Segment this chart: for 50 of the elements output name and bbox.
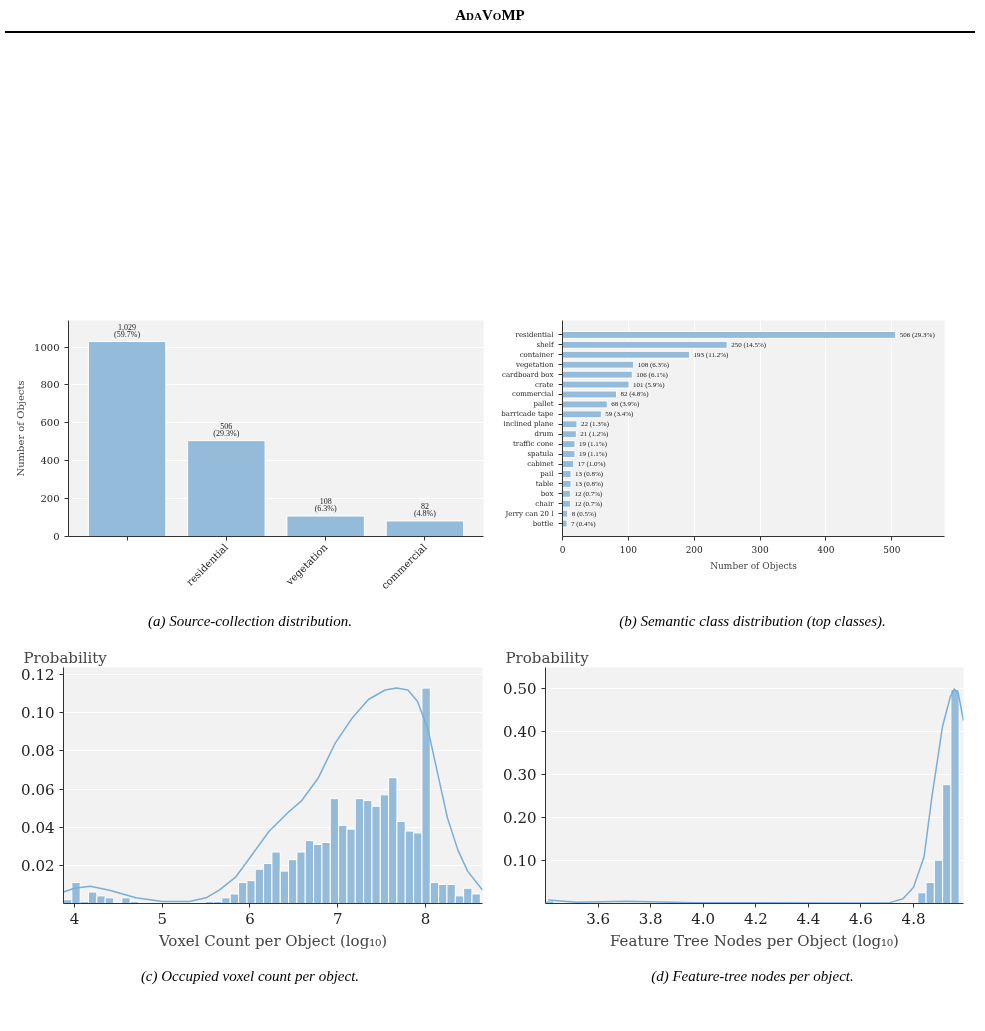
- y-tick-label: 400: [40, 455, 60, 467]
- y-tick-label: 0.08: [21, 742, 55, 761]
- text: (d) Feature-tree nodes per object.: [651, 967, 854, 986]
- text: (b) Semantic class distribution (top classes).: [619, 612, 886, 631]
- y-tick-label: 1000: [34, 341, 60, 353]
- x-axis-title: Number of Objects: [710, 560, 798, 571]
- y-tick-label: 0.06: [21, 780, 55, 799]
- x-tick-label: 0: [559, 544, 566, 555]
- data-label: 1,029 (59.7%): [114, 322, 141, 339]
- x-tick-label: 3.8: [638, 909, 663, 928]
- x-tick-label: 200: [685, 544, 704, 555]
- x-tick-label: 7: [332, 909, 343, 928]
- x-tick-label: 5: [157, 909, 167, 928]
- data-label: 506 (29.3%): [213, 421, 240, 438]
- y-tick-label: 800: [40, 379, 60, 391]
- x-tick-label: 4.8: [901, 909, 926, 928]
- chart-title: AdaVoMP: [455, 6, 525, 25]
- x-axis-title: Voxel Count per Object (log₁₀): [157, 931, 388, 950]
- x-axis-title: Feature Tree Nodes per Object (log₁₀): [610, 931, 899, 950]
- y-tick-label: 0.50: [503, 680, 537, 699]
- x-tick-label: 8: [420, 909, 431, 928]
- y-tick-label: 0.04: [21, 818, 55, 837]
- y-tick-label: 200: [40, 493, 60, 505]
- x-tick-label: 3.6: [586, 909, 611, 928]
- y-tick-label: 0.12: [21, 666, 55, 685]
- x-tick-label: 4.6: [849, 909, 873, 928]
- x-tick-label: 400: [817, 544, 835, 555]
- x-tick-label: 4.2: [743, 909, 768, 928]
- y-tick-label: 0.20: [503, 809, 537, 828]
- x-tick-label: 300: [751, 544, 769, 555]
- x-tick-label: 4: [69, 909, 80, 928]
- y-tick-label: 0.30: [503, 766, 537, 785]
- y-tick-label: 0.10: [21, 704, 55, 723]
- y-tick-label: 0.10: [503, 852, 537, 871]
- y-tick-label: 0.02: [21, 856, 55, 875]
- x-tick-label: 100: [619, 544, 638, 555]
- x-tick-label: 500: [883, 544, 901, 555]
- y-tick-label: 0.40: [503, 723, 537, 742]
- text: (c) Occupied voxel count per object.: [140, 967, 360, 986]
- x-tick-label: 4.4: [796, 909, 821, 928]
- data-label: 82 (4.8%): [413, 501, 437, 518]
- y-tick-label: 600: [40, 417, 60, 429]
- y-axis-title: Number of Objects: [15, 380, 27, 477]
- x-tick-label: 6: [245, 909, 255, 928]
- text: (a) Source-collection distribution.: [148, 612, 352, 631]
- x-tick-label: 4.0: [691, 909, 716, 928]
- y-axis-title: Probability: [23, 648, 108, 667]
- y-tick-label: 0: [53, 531, 60, 542]
- y-axis-title: Probability: [505, 648, 590, 667]
- data-label: 108 (6.3%): [314, 497, 337, 514]
